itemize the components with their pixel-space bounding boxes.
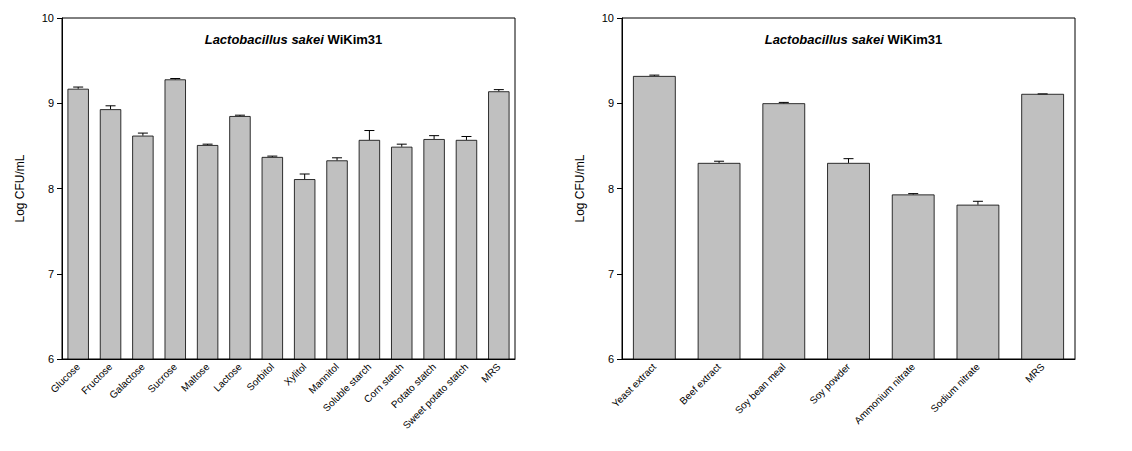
svg-text:MRS: MRS — [1023, 361, 1047, 385]
svg-text:Sweet potato statch: Sweet potato statch — [401, 361, 471, 431]
svg-text:Galactose: Galactose — [107, 361, 147, 401]
svg-text:10: 10 — [602, 12, 614, 24]
svg-text:WiKim31: WiKim31 — [324, 32, 382, 47]
svg-text:Soluble starch: Soluble starch — [321, 361, 374, 414]
svg-text:Ammonium nitrate: Ammonium nitrate — [852, 361, 917, 426]
svg-text:Lactobacillus sakei: Lactobacillus sakei — [205, 32, 325, 47]
svg-text:8: 8 — [48, 183, 54, 195]
svg-text:10: 10 — [42, 12, 54, 24]
svg-text:9: 9 — [608, 97, 614, 109]
svg-text:Sodium nitrate: Sodium nitrate — [929, 361, 983, 415]
svg-text:Yeast extract: Yeast extract — [610, 361, 658, 409]
svg-text:6: 6 — [48, 353, 54, 365]
svg-text:Sucrose: Sucrose — [145, 361, 179, 395]
svg-text:8: 8 — [608, 183, 614, 195]
svg-text:Potato statch: Potato statch — [389, 361, 438, 411]
svg-text:7: 7 — [48, 268, 54, 280]
svg-text:Maltose: Maltose — [179, 361, 212, 394]
svg-text:Corn statch: Corn statch — [361, 361, 406, 405]
svg-text:6: 6 — [608, 353, 614, 365]
svg-text:Lactobacillus sakei: Lactobacillus sakei — [765, 32, 885, 47]
svg-text:Lactose: Lactose — [211, 361, 244, 394]
svg-text:Log CFU/mL: Log CFU/mL — [573, 154, 587, 222]
svg-text:Glucose: Glucose — [48, 361, 82, 395]
svg-text:Soy powder: Soy powder — [807, 361, 853, 407]
svg-text:9: 9 — [48, 97, 54, 109]
svg-text:Log CFU/mL: Log CFU/mL — [13, 154, 27, 222]
svg-text:Fructose: Fructose — [79, 361, 115, 397]
svg-text:Soy bean meal: Soy bean meal — [733, 361, 788, 416]
svg-text:Beef extract: Beef extract — [678, 361, 724, 407]
svg-text:Sorbitol: Sorbitol — [244, 361, 276, 393]
svg-text:7: 7 — [608, 268, 614, 280]
svg-text:MRS: MRS — [479, 361, 503, 385]
svg-text:WiKim31: WiKim31 — [884, 32, 942, 47]
svg-text:Mannitol: Mannitol — [306, 361, 341, 396]
svg-text:Xylitol: Xylitol — [282, 361, 309, 388]
